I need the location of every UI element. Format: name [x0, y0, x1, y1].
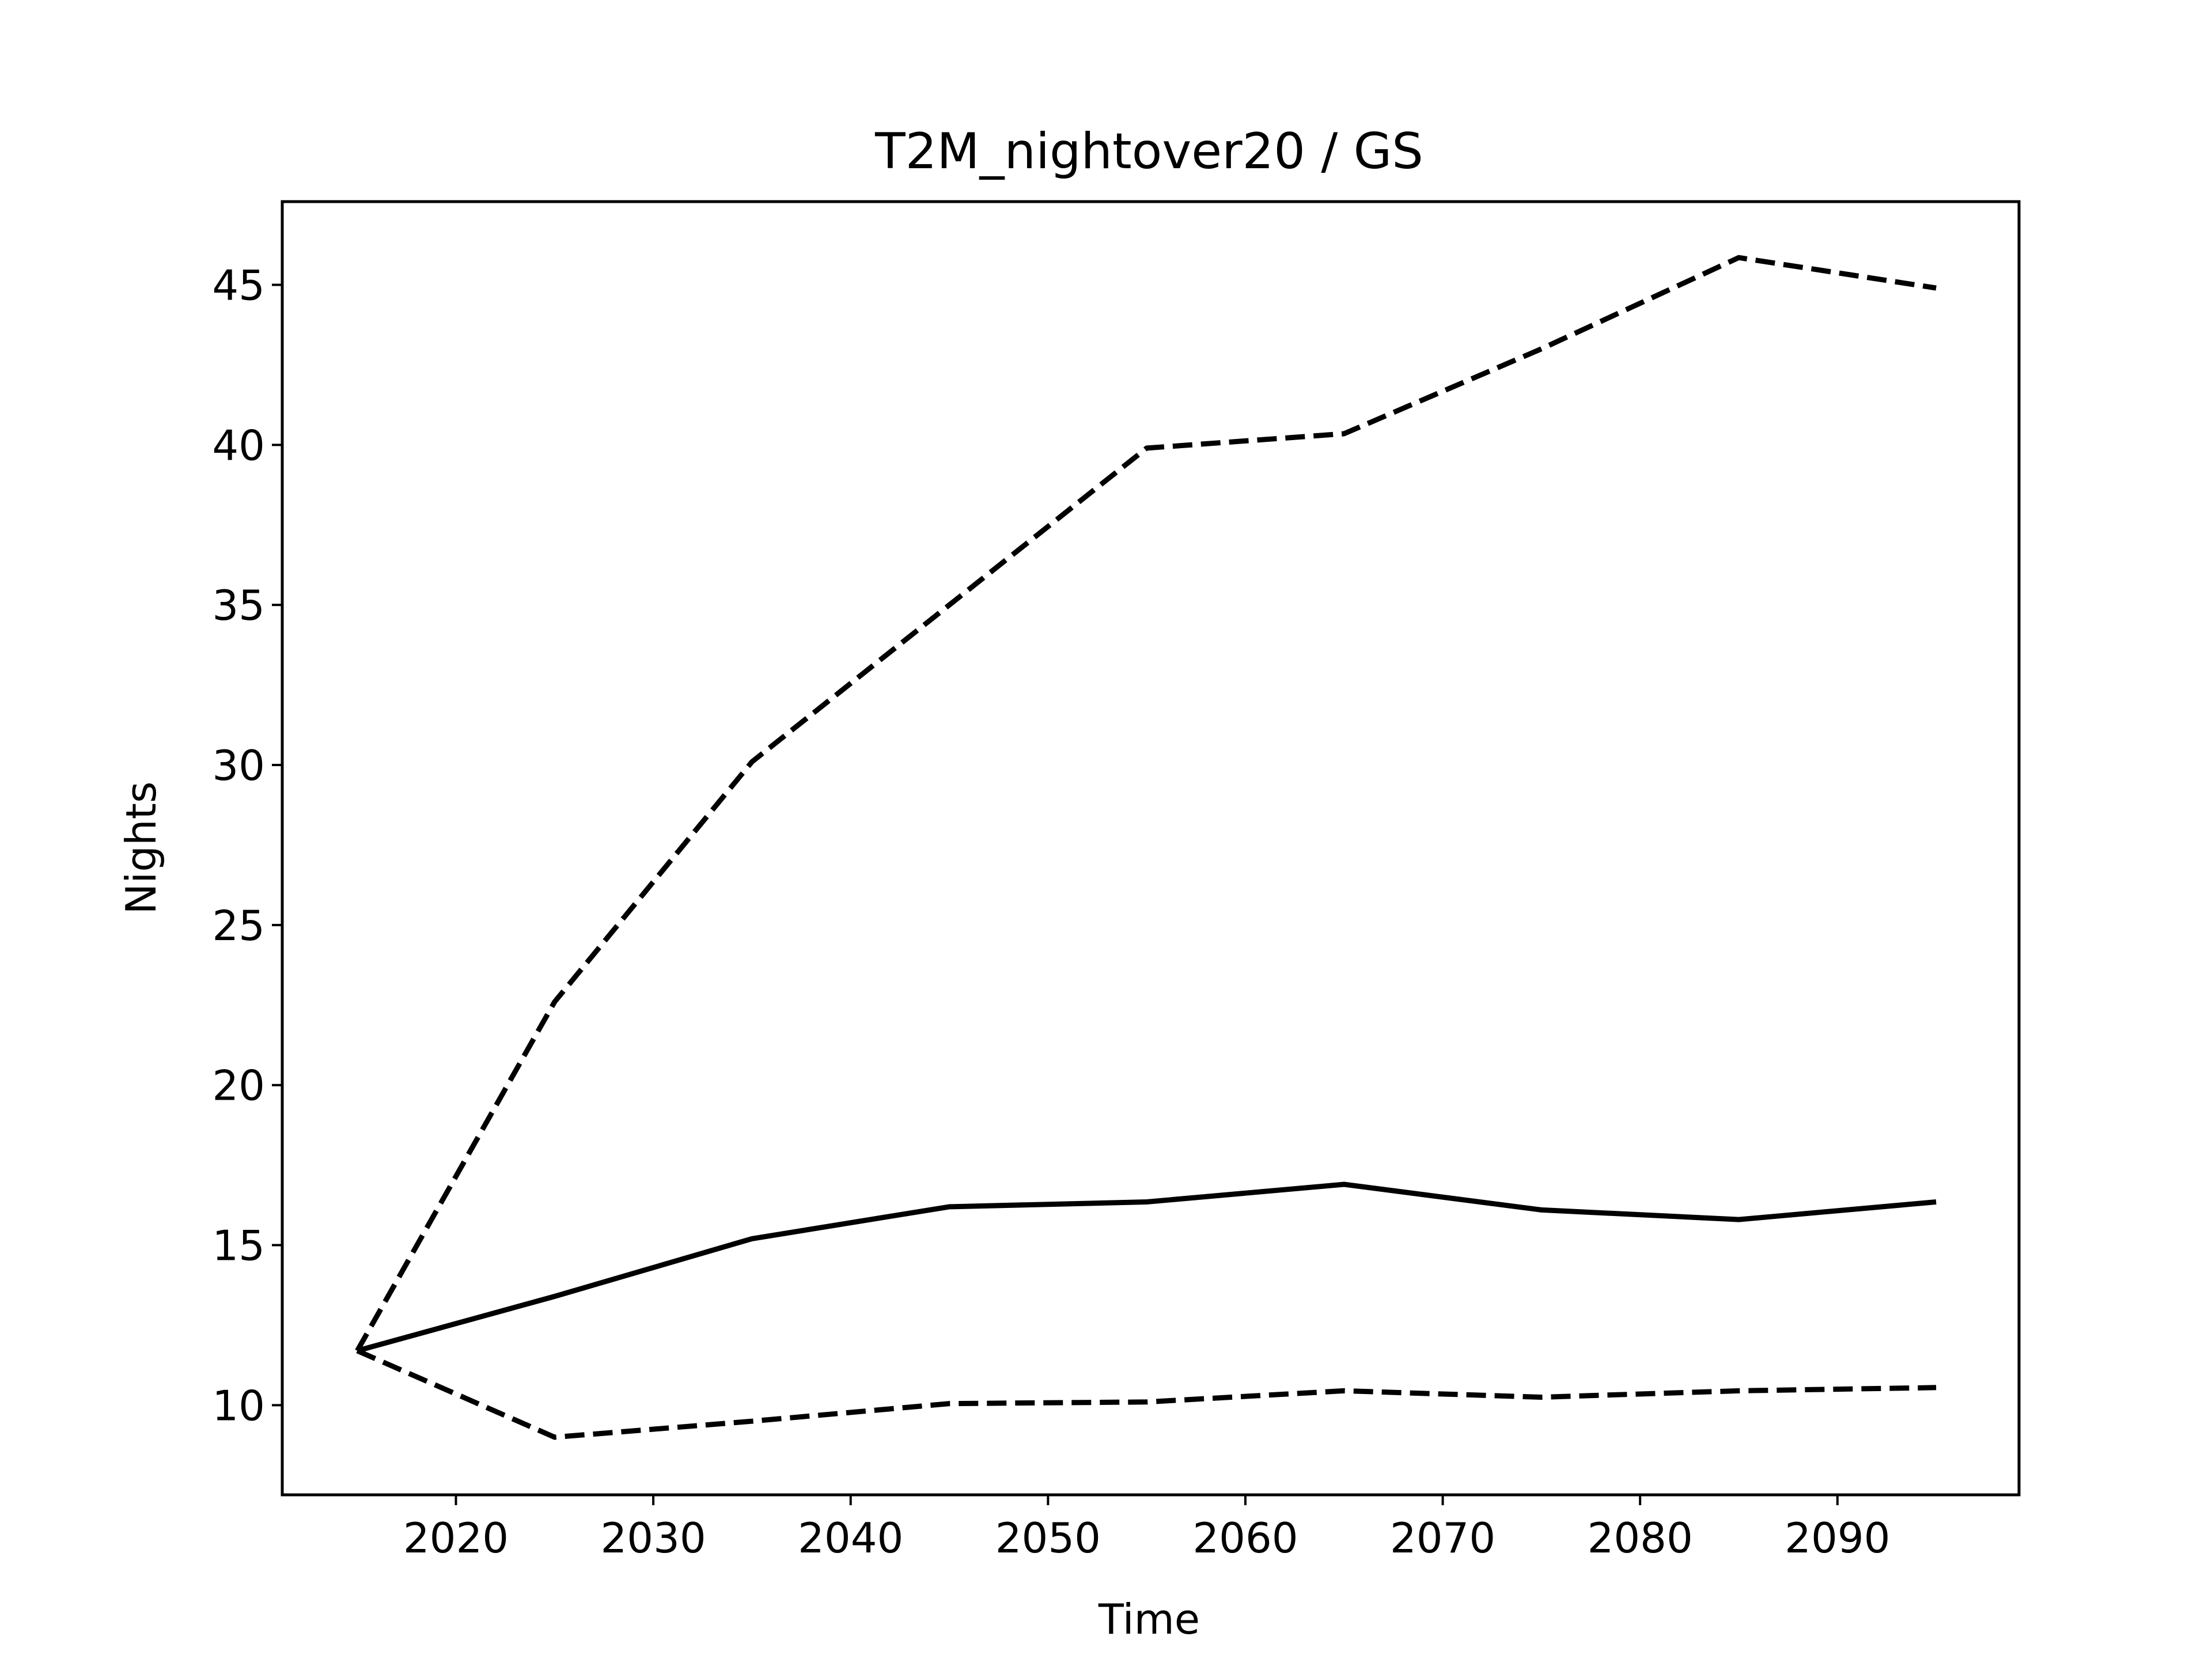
x-axis-label: Time: [1098, 1595, 1200, 1643]
x-tick-label: 2030: [600, 1514, 706, 1562]
x-tick-label: 2020: [403, 1514, 509, 1562]
y-tick-label: 25: [212, 902, 265, 950]
x-tick-label: 2050: [995, 1514, 1101, 1562]
series-layer: [355, 255, 1937, 1440]
series-line-3: [356, 1348, 1937, 1440]
x-tick-label: 2060: [1192, 1514, 1298, 1562]
x-tick-label: 2090: [1785, 1514, 1890, 1562]
x-tick-label: 2080: [1588, 1514, 1693, 1562]
y-axis-label: Nights: [117, 782, 165, 915]
y-tick-label: 40: [212, 421, 265, 469]
y-tick-label: 10: [212, 1381, 265, 1430]
plot-frame: [281, 200, 2021, 1497]
x-tick-label: 2040: [798, 1514, 903, 1562]
series-line-2: [355, 255, 1937, 1353]
x-axis-ticks: 2020 2030 2040 2050 2060 2070 2080 2090: [403, 1495, 1890, 1562]
y-tick-label: 30: [212, 741, 265, 790]
y-axis-ticks: 10 15 20 25 30 35 40 45: [212, 261, 282, 1430]
chart-title: T2M_nightover20 / GS: [874, 123, 1423, 180]
y-tick-label: 35: [212, 581, 265, 630]
y-tick-label: 45: [212, 261, 265, 309]
x-tick-label: 2070: [1390, 1514, 1495, 1562]
y-tick-label: 20: [212, 1062, 265, 1110]
y-tick-label: 15: [212, 1222, 265, 1270]
series-line-1: [357, 1181, 1937, 1354]
